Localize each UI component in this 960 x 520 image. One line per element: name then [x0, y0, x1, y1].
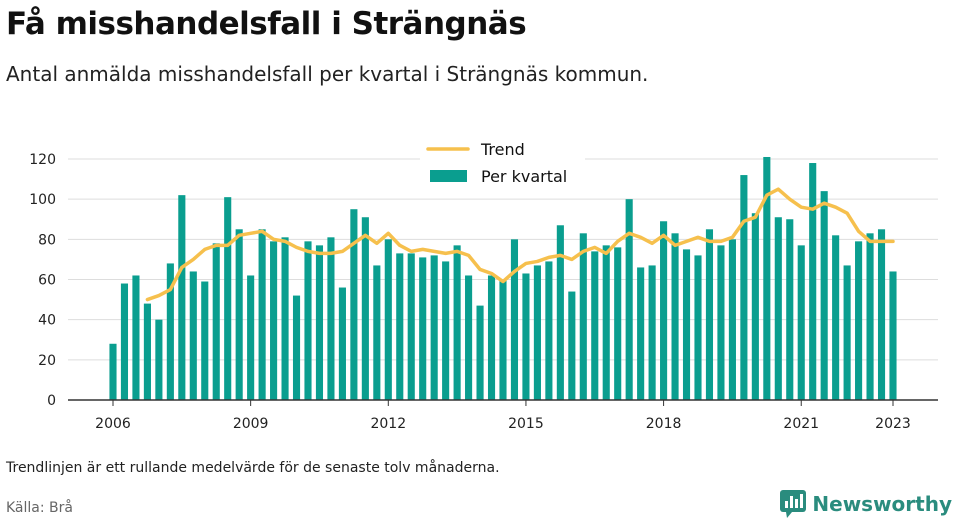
bar	[327, 237, 335, 400]
bar	[751, 213, 759, 400]
bar	[235, 229, 243, 400]
x-tick-label: 2006	[95, 416, 131, 432]
x-tick-label: 2015	[508, 416, 544, 432]
bar	[304, 241, 312, 400]
y-tick-label: 20	[38, 353, 56, 369]
bar	[430, 255, 438, 400]
y-tick-label: 0	[47, 393, 56, 409]
bar	[487, 275, 496, 400]
bar	[178, 195, 186, 400]
bar-series	[109, 156, 897, 401]
bar	[132, 275, 140, 400]
bar	[361, 217, 369, 400]
brand-logo: Newsworthy	[780, 490, 952, 518]
bar	[843, 265, 851, 400]
bar	[212, 243, 220, 400]
bar	[556, 225, 564, 400]
axes: 0 20 40 60 80 100 120 2006 2009 2012 2015 2018 2021 2…	[29, 152, 938, 432]
bar	[591, 251, 599, 400]
x-tick-label: 2012	[370, 416, 406, 432]
bar	[728, 239, 736, 400]
x-tick-label: 2023	[875, 416, 911, 432]
bar	[855, 241, 863, 400]
bar	[774, 217, 782, 400]
bar	[109, 343, 117, 400]
bar	[671, 233, 679, 400]
bar	[373, 265, 381, 400]
bar	[350, 209, 358, 400]
bar	[579, 233, 587, 400]
bar	[292, 295, 301, 400]
bar	[682, 249, 691, 401]
bar	[453, 245, 461, 400]
bar	[545, 261, 553, 400]
bar	[270, 241, 278, 400]
y-tick-label: 100	[29, 192, 56, 208]
bar	[763, 156, 771, 400]
y-tick-label: 40	[38, 313, 56, 329]
bar	[740, 175, 748, 400]
bar	[866, 233, 874, 400]
x-tick-label: 2018	[646, 416, 682, 432]
bar	[476, 305, 484, 400]
bar	[166, 263, 174, 400]
bar	[465, 275, 473, 400]
bar	[499, 279, 507, 400]
newsworthy-logo-icon	[780, 490, 807, 518]
bar	[809, 163, 817, 400]
chart-area: 0 20 40 60 80 100 120 2006 2009 2012 2015 2018 2021 2…	[29, 137, 938, 432]
bar	[258, 229, 266, 400]
trend-series	[145, 187, 895, 302]
bar	[510, 239, 519, 400]
y-tick-label: 120	[29, 152, 56, 168]
bar	[820, 191, 828, 400]
bar	[120, 283, 129, 400]
bar	[877, 229, 886, 400]
chart-subtitle: Antal anmälda misshandelsfall per kvarta…	[6, 62, 649, 86]
bar	[648, 265, 656, 400]
bar	[315, 245, 324, 400]
bar	[155, 319, 163, 400]
bar	[625, 199, 633, 400]
bar	[705, 229, 714, 400]
legend-bar-swatch	[430, 170, 467, 182]
legend-label-bars: Per kvartal	[481, 167, 567, 186]
bar	[396, 253, 404, 400]
chart-title: Få misshandelsfall i Strängnäs	[6, 6, 527, 42]
legend-label-trend: Trend	[480, 140, 525, 159]
bar	[442, 261, 450, 400]
bar	[660, 221, 668, 400]
bar	[832, 235, 840, 400]
bar	[568, 291, 576, 400]
source-note: Källa: Brå	[6, 500, 73, 516]
y-tick-label: 60	[38, 273, 56, 289]
bar	[247, 275, 255, 400]
trend-line	[145, 187, 895, 302]
bar	[522, 273, 530, 400]
bar	[889, 271, 897, 400]
bar	[224, 197, 232, 400]
bar	[419, 257, 427, 400]
bar	[338, 287, 346, 400]
bar	[637, 267, 645, 400]
bar	[189, 271, 197, 400]
x-tick-label: 2021	[783, 416, 819, 432]
legend: Trend Per kvartal	[420, 137, 585, 191]
bar	[533, 265, 541, 400]
bar	[201, 281, 209, 400]
bar	[786, 219, 794, 400]
bar	[602, 245, 610, 400]
bar	[407, 253, 415, 400]
bar	[281, 237, 289, 400]
x-tick-label: 2009	[233, 416, 269, 432]
bar	[384, 239, 392, 400]
y-tick-label: 80	[38, 232, 56, 248]
bar	[717, 245, 725, 400]
bar	[143, 303, 151, 400]
bar	[614, 247, 622, 400]
bar	[694, 255, 702, 400]
bar	[797, 245, 805, 400]
brand-name: Newsworthy	[812, 492, 952, 516]
footnote: Trendlinjen är ett rullande medelvärde f…	[6, 460, 500, 476]
